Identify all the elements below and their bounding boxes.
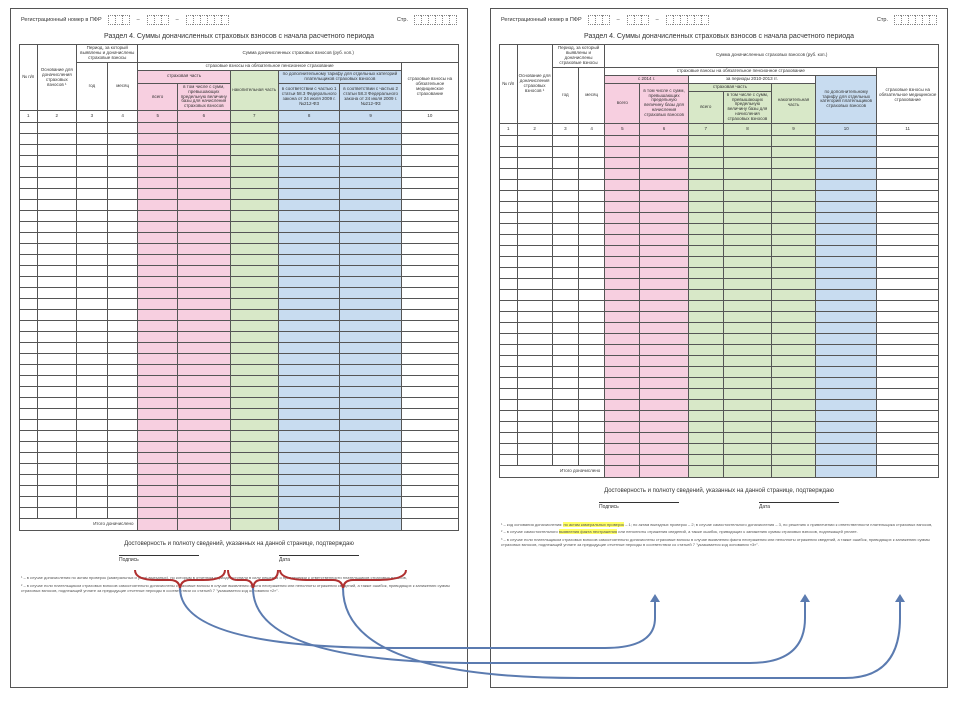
table-row (20, 420, 459, 431)
table-row (500, 158, 939, 169)
table-row (500, 422, 939, 433)
right-sigrow: Подпись Дата (491, 498, 947, 514)
right-table: № п/п Основание для доначисления страхов… (499, 44, 939, 478)
table-row (500, 257, 939, 268)
left-sigrow: Подпись Дата (11, 551, 467, 567)
table-row (500, 312, 939, 323)
table-row (500, 224, 939, 235)
left-title: Раздел 4. Суммы доначисленных страховых … (11, 27, 467, 44)
table-row (500, 301, 939, 312)
table-row (20, 277, 459, 288)
table-row (20, 288, 459, 299)
table-row (20, 365, 459, 376)
table-row (20, 266, 459, 277)
right-footnotes: ¹ – код основания доначисления: по актам… (491, 514, 947, 555)
reg-label: Регистрационный номер в ПФР (21, 17, 102, 23)
left-table: № п/п Основание для доначисления страхов… (19, 44, 459, 531)
table-row (20, 486, 459, 497)
table-row (20, 409, 459, 420)
left-footnotes: ¹ – в случае доначисления по актам прове… (11, 567, 467, 601)
left-page: Регистрационный номер в ПФР – – Стр. Раз… (10, 8, 468, 688)
table-row (20, 167, 459, 178)
table-row (20, 354, 459, 365)
table-row (20, 387, 459, 398)
table-row (20, 145, 459, 156)
table-row (20, 178, 459, 189)
table-row (500, 279, 939, 290)
table-row (20, 431, 459, 442)
table-row (500, 202, 939, 213)
table-row (500, 235, 939, 246)
table-row (20, 508, 459, 519)
table-row (20, 343, 459, 354)
left-conf: Достоверность и полноту сведений, указан… (11, 531, 467, 551)
right-conf: Достоверность и полноту сведений, указан… (491, 478, 947, 498)
table-row (500, 191, 939, 202)
right-header: Регистрационный номер в ПФР – – Стр. (491, 9, 947, 27)
table-row (500, 136, 939, 147)
table-row (500, 169, 939, 180)
table-row (500, 367, 939, 378)
table-row (500, 356, 939, 367)
right-page: Регистрационный номер в ПФР – – Стр. Раз… (490, 8, 948, 688)
table-row (500, 411, 939, 422)
table-row (20, 299, 459, 310)
table-row (20, 211, 459, 222)
table-row (500, 345, 939, 356)
table-row (500, 246, 939, 257)
table-row (500, 290, 939, 301)
table-row (500, 334, 939, 345)
table-row (500, 147, 939, 158)
table-row (20, 475, 459, 486)
reg-boxes-1 (108, 15, 130, 25)
table-row (20, 200, 459, 211)
table-row (500, 400, 939, 411)
table-row (20, 453, 459, 464)
table-row (20, 156, 459, 167)
left-header: Регистрационный номер в ПФР – – Стр. (11, 9, 467, 27)
page-label: Стр. (397, 17, 408, 23)
table-row (20, 464, 459, 475)
table-row (20, 134, 459, 145)
table-row (20, 442, 459, 453)
table-row (500, 378, 939, 389)
table-row (500, 268, 939, 279)
table-row (500, 389, 939, 400)
right-title: Раздел 4. Суммы доначисленных страховых … (491, 27, 947, 44)
table-row (20, 233, 459, 244)
table-row (20, 376, 459, 387)
table-row (20, 222, 459, 233)
table-row (20, 310, 459, 321)
table-row (20, 123, 459, 134)
table-row (20, 244, 459, 255)
table-row (20, 332, 459, 343)
table-row (500, 213, 939, 224)
table-row (20, 398, 459, 409)
table-row (20, 497, 459, 508)
table-row (500, 455, 939, 466)
table-row (20, 255, 459, 266)
table-row (500, 444, 939, 455)
table-row (500, 180, 939, 191)
table-row (20, 189, 459, 200)
table-row (500, 433, 939, 444)
table-row (20, 321, 459, 332)
table-row (500, 323, 939, 334)
